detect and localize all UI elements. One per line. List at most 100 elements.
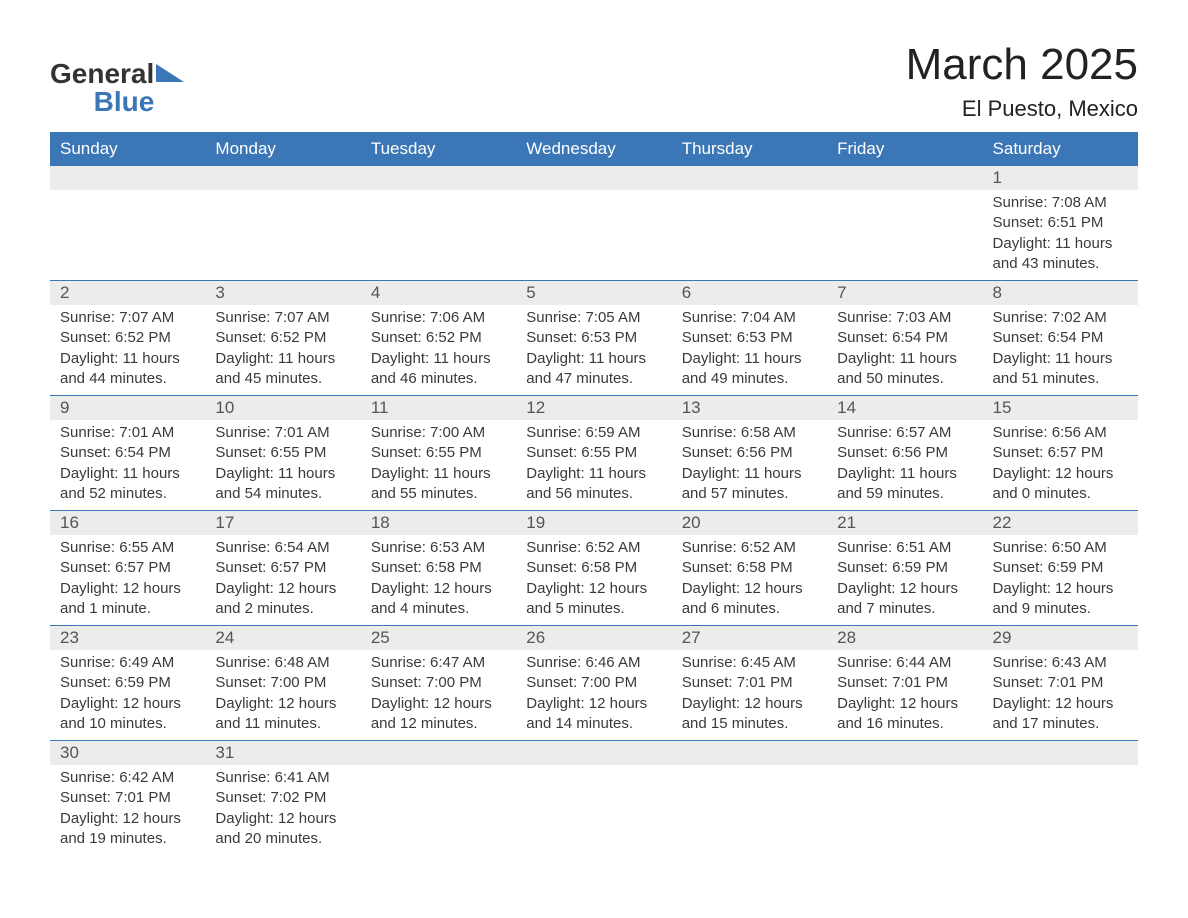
day-data-row: Sunrise: 7:07 AMSunset: 6:52 PMDaylight:… <box>50 305 1138 396</box>
sunrise-text: Sunrise: 6:52 AM <box>526 538 661 558</box>
day-number-cell: 7 <box>827 281 982 306</box>
sunset-text: Sunset: 7:01 PM <box>993 673 1128 693</box>
day-data-cell: Sunrise: 6:49 AMSunset: 6:59 PMDaylight:… <box>50 650 205 741</box>
day-number-cell: 15 <box>983 396 1138 421</box>
daylight-text: Daylight: 12 hours and 4 minutes. <box>371 579 506 620</box>
day-data-cell: Sunrise: 6:43 AMSunset: 7:01 PMDaylight:… <box>983 650 1138 741</box>
daylight-text: Daylight: 11 hours and 55 minutes. <box>371 464 506 505</box>
sunrise-text: Sunrise: 7:00 AM <box>371 423 506 443</box>
day-number-cell: 30 <box>50 741 205 766</box>
day-data-cell: Sunrise: 6:53 AMSunset: 6:58 PMDaylight:… <box>361 535 516 626</box>
day-number-cell <box>827 741 982 766</box>
sunset-text: Sunset: 6:56 PM <box>837 443 972 463</box>
day-number-cell: 1 <box>983 166 1138 190</box>
sunrise-text: Sunrise: 6:46 AM <box>526 653 661 673</box>
daylight-text: Daylight: 12 hours and 11 minutes. <box>215 694 350 735</box>
day-data-cell <box>361 190 516 281</box>
daylight-text: Daylight: 12 hours and 9 minutes. <box>993 579 1128 620</box>
day-number-cell: 6 <box>672 281 827 306</box>
sunrise-text: Sunrise: 6:49 AM <box>60 653 195 673</box>
daylight-text: Daylight: 12 hours and 20 minutes. <box>215 809 350 850</box>
sunrise-text: Sunrise: 7:07 AM <box>215 308 350 328</box>
daylight-text: Daylight: 11 hours and 44 minutes. <box>60 349 195 390</box>
day-data-cell: Sunrise: 6:44 AMSunset: 7:01 PMDaylight:… <box>827 650 982 741</box>
weekday-header: Friday <box>827 132 982 166</box>
day-data-cell: Sunrise: 6:52 AMSunset: 6:58 PMDaylight:… <box>516 535 671 626</box>
calendar-table: Sunday Monday Tuesday Wednesday Thursday… <box>50 132 1138 855</box>
day-number-row: 2345678 <box>50 281 1138 306</box>
sunset-text: Sunset: 6:57 PM <box>993 443 1128 463</box>
day-number-cell: 2 <box>50 281 205 306</box>
day-data-cell <box>827 190 982 281</box>
daylight-text: Daylight: 12 hours and 6 minutes. <box>682 579 817 620</box>
daylight-text: Daylight: 11 hours and 45 minutes. <box>215 349 350 390</box>
day-data-cell: Sunrise: 6:48 AMSunset: 7:00 PMDaylight:… <box>205 650 360 741</box>
sunrise-text: Sunrise: 6:48 AM <box>215 653 350 673</box>
day-data-row: Sunrise: 7:08 AMSunset: 6:51 PMDaylight:… <box>50 190 1138 281</box>
sunset-text: Sunset: 7:00 PM <box>371 673 506 693</box>
day-data-cell: Sunrise: 6:50 AMSunset: 6:59 PMDaylight:… <box>983 535 1138 626</box>
daylight-text: Daylight: 11 hours and 43 minutes. <box>993 234 1128 275</box>
sunrise-text: Sunrise: 6:57 AM <box>837 423 972 443</box>
brand-text: General Blue <box>50 60 154 116</box>
day-number-cell: 13 <box>672 396 827 421</box>
day-number-cell: 19 <box>516 511 671 536</box>
day-data-cell <box>672 765 827 855</box>
day-number-cell: 21 <box>827 511 982 536</box>
daylight-text: Daylight: 12 hours and 14 minutes. <box>526 694 661 735</box>
sunrise-text: Sunrise: 7:01 AM <box>60 423 195 443</box>
brand-logo: General Blue <box>50 60 184 116</box>
sunset-text: Sunset: 6:51 PM <box>993 213 1128 233</box>
day-number-cell <box>516 166 671 190</box>
day-data-cell: Sunrise: 6:45 AMSunset: 7:01 PMDaylight:… <box>672 650 827 741</box>
daylight-text: Daylight: 12 hours and 1 minute. <box>60 579 195 620</box>
brand-line2: Blue <box>50 88 154 116</box>
day-number-cell: 29 <box>983 626 1138 651</box>
day-data-cell: Sunrise: 7:04 AMSunset: 6:53 PMDaylight:… <box>672 305 827 396</box>
sunset-text: Sunset: 6:52 PM <box>371 328 506 348</box>
sunset-text: Sunset: 6:59 PM <box>993 558 1128 578</box>
sunset-text: Sunset: 6:59 PM <box>837 558 972 578</box>
weekday-header: Sunday <box>50 132 205 166</box>
day-data-cell: Sunrise: 6:54 AMSunset: 6:57 PMDaylight:… <box>205 535 360 626</box>
daylight-text: Daylight: 11 hours and 59 minutes. <box>837 464 972 505</box>
sunset-text: Sunset: 7:02 PM <box>215 788 350 808</box>
sunset-text: Sunset: 6:55 PM <box>526 443 661 463</box>
sunrise-text: Sunrise: 6:44 AM <box>837 653 972 673</box>
sunset-text: Sunset: 6:54 PM <box>60 443 195 463</box>
day-number-cell <box>672 166 827 190</box>
day-number-cell: 20 <box>672 511 827 536</box>
sunrise-text: Sunrise: 6:51 AM <box>837 538 972 558</box>
day-data-cell: Sunrise: 6:59 AMSunset: 6:55 PMDaylight:… <box>516 420 671 511</box>
day-data-cell <box>516 765 671 855</box>
daylight-text: Daylight: 11 hours and 57 minutes. <box>682 464 817 505</box>
sunrise-text: Sunrise: 6:42 AM <box>60 768 195 788</box>
daylight-text: Daylight: 11 hours and 46 minutes. <box>371 349 506 390</box>
daylight-text: Daylight: 12 hours and 7 minutes. <box>837 579 972 620</box>
daylight-text: Daylight: 12 hours and 15 minutes. <box>682 694 817 735</box>
sunrise-text: Sunrise: 6:59 AM <box>526 423 661 443</box>
daylight-text: Daylight: 11 hours and 52 minutes. <box>60 464 195 505</box>
day-number-row: 16171819202122 <box>50 511 1138 536</box>
day-number-cell: 31 <box>205 741 360 766</box>
brand-triangle-icon <box>156 64 184 86</box>
daylight-text: Daylight: 12 hours and 17 minutes. <box>993 694 1128 735</box>
sunset-text: Sunset: 7:01 PM <box>837 673 972 693</box>
day-data-cell: Sunrise: 6:51 AMSunset: 6:59 PMDaylight:… <box>827 535 982 626</box>
day-data-cell <box>50 190 205 281</box>
day-number-cell: 24 <box>205 626 360 651</box>
day-number-cell: 26 <box>516 626 671 651</box>
day-number-cell <box>361 166 516 190</box>
sunset-text: Sunset: 6:53 PM <box>526 328 661 348</box>
sunrise-text: Sunrise: 6:58 AM <box>682 423 817 443</box>
weekday-header: Tuesday <box>361 132 516 166</box>
day-number-cell <box>827 166 982 190</box>
sunrise-text: Sunrise: 6:55 AM <box>60 538 195 558</box>
day-number-cell: 25 <box>361 626 516 651</box>
month-title: March 2025 <box>906 40 1138 90</box>
daylight-text: Daylight: 11 hours and 54 minutes. <box>215 464 350 505</box>
day-number-cell <box>361 741 516 766</box>
weekday-header: Thursday <box>672 132 827 166</box>
sunset-text: Sunset: 6:54 PM <box>993 328 1128 348</box>
day-number-cell: 10 <box>205 396 360 421</box>
